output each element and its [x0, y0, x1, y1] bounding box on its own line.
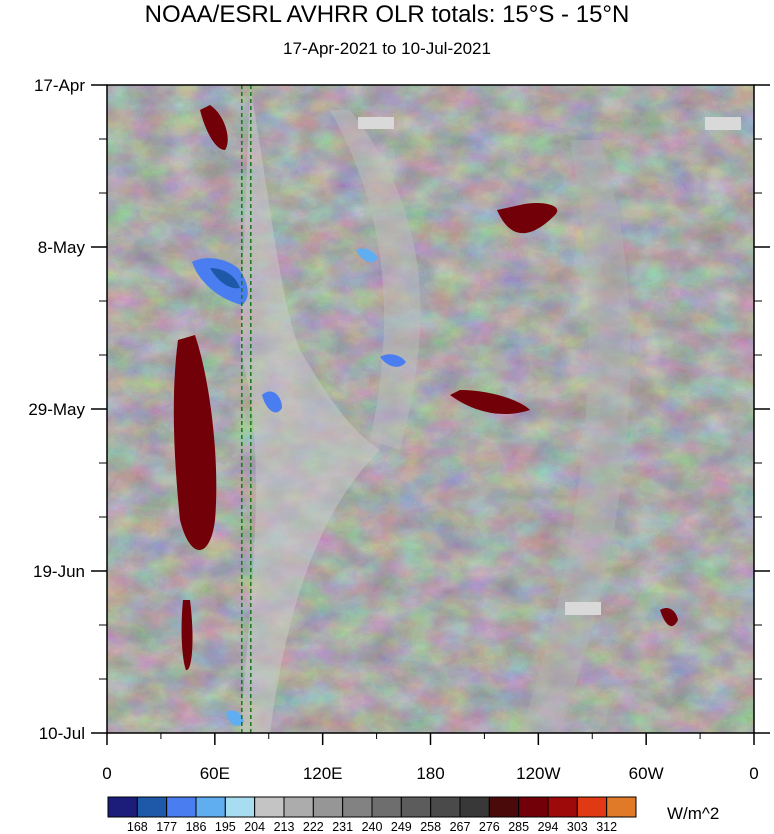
colorbar-swatch	[166, 796, 197, 818]
x-tick-label: 180	[416, 764, 444, 783]
colorbar-level-label: 195	[215, 820, 236, 834]
colorbar-level-label: 240	[362, 820, 383, 834]
y-tick-label: 8-May	[38, 238, 86, 257]
colorbar-swatch	[224, 796, 256, 818]
olr-field	[107, 85, 754, 733]
colorbar-units: W/m^2	[667, 804, 720, 823]
y-tick-label: 29-May	[28, 400, 85, 419]
colorbar-swatch	[312, 796, 344, 818]
colorbar-swatch	[430, 796, 461, 818]
colorbar-level-label: 231	[332, 820, 353, 834]
chart-title: NOAA/ESRL AVHRR OLR totals: 15°S - 15°N	[144, 1, 630, 28]
colorbar-level-label: 294	[538, 820, 559, 834]
colorbar-level-label: 186	[186, 820, 207, 834]
colorbar-swatch	[195, 796, 226, 818]
colorbar-level-label: 177	[156, 820, 177, 834]
x-tick-label: 0	[102, 764, 111, 783]
y-tick-label: 19-Jun	[33, 562, 85, 581]
y-tick-label: 17-Apr	[34, 76, 85, 95]
colorbar-level-label: 267	[450, 820, 471, 834]
colorbar-swatch	[371, 796, 402, 818]
colorbar-swatch	[254, 796, 285, 818]
colorbar: 168 177 186 195 204 213 222 231 240 249 258 267 276 2…	[107, 796, 637, 834]
colorbar-level-label: 222	[303, 820, 324, 834]
x-tick-label: 120W	[516, 764, 560, 783]
colorbar-swatch	[606, 796, 637, 818]
colorbar-swatch	[459, 796, 490, 818]
x-tick-label: 60E	[200, 764, 230, 783]
colorbar-swatch	[576, 796, 608, 818]
colorbar-level-label: 285	[508, 820, 529, 834]
colorbar-level-label: 258	[420, 820, 441, 834]
chart-subtitle: 17-Apr-2021 to 10-Jul-2021	[283, 39, 491, 58]
x-tick-label: 0	[749, 764, 758, 783]
x-tick-label: 120E	[303, 764, 343, 783]
colorbar-level-label: 204	[244, 820, 265, 834]
y-tick-label: 10-Jul	[39, 724, 85, 743]
colorbar-swatch	[547, 796, 578, 818]
x-tick-label: 60W	[629, 764, 664, 783]
colorbar-swatch	[342, 796, 373, 818]
colorbar-level-label: 276	[479, 820, 500, 834]
colorbar-swatch	[136, 796, 168, 818]
colorbar-swatch	[107, 796, 138, 818]
colorbar-level-label: 312	[596, 820, 617, 834]
colorbar-swatch	[283, 796, 314, 818]
colorbar-swatch	[488, 796, 520, 818]
y-axis: 17-Apr 8-May 29-May 19-Jun 10-Jul	[28, 76, 770, 743]
colorbar-level-label: 213	[274, 820, 295, 834]
colorbar-swatch	[400, 796, 432, 818]
colorbar-level-label: 168	[127, 820, 148, 834]
colorbar-level-label: 249	[391, 820, 412, 834]
x-axis: 0 60E 120E 180 120W 60W 0	[102, 733, 759, 783]
colorbar-swatch	[518, 796, 549, 818]
colorbar-level-label: 303	[567, 820, 588, 834]
dashed-longitude-lines	[240, 85, 252, 733]
